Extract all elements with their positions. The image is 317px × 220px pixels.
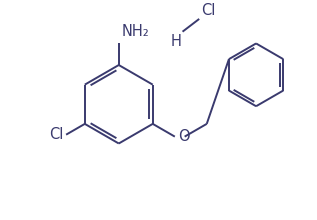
- Text: O: O: [178, 129, 189, 144]
- Text: Cl: Cl: [201, 3, 216, 18]
- Text: H: H: [171, 34, 182, 49]
- Text: Cl: Cl: [49, 127, 63, 142]
- Text: NH₂: NH₂: [122, 24, 150, 38]
